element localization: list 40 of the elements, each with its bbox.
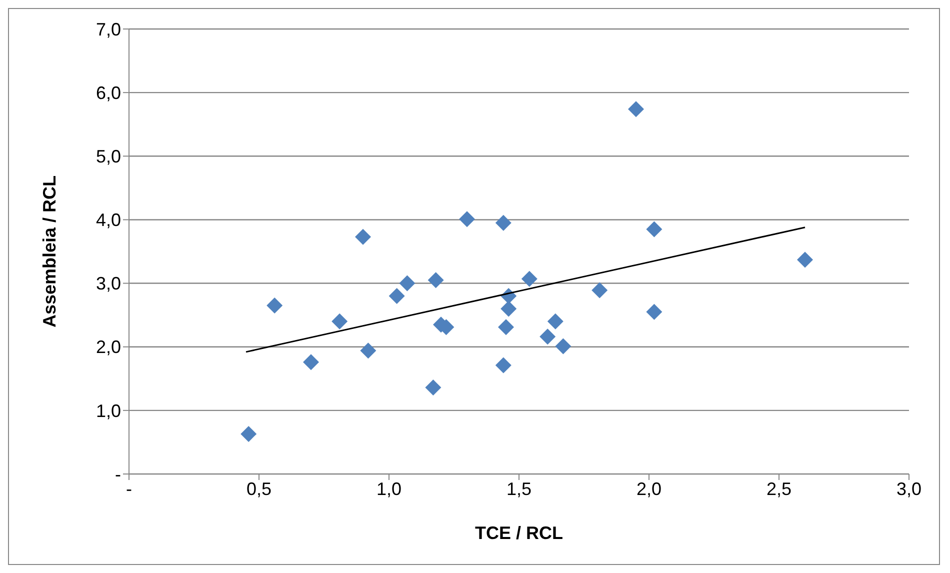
y-tick-label: - <box>115 464 121 484</box>
x-tick-label: 1,5 <box>506 478 532 499</box>
y-tick-label: 5,0 <box>96 146 121 167</box>
x-tick-label: 2,5 <box>766 478 792 499</box>
point <box>388 288 405 304</box>
point <box>428 272 444 288</box>
x-axis-title: TCE / RCL <box>475 523 563 543</box>
y-tick-label: 2,0 <box>96 337 121 358</box>
point <box>266 298 283 314</box>
x-tick-label: 1,0 <box>376 478 402 499</box>
point <box>797 252 813 268</box>
point <box>495 357 512 374</box>
point <box>332 313 348 330</box>
point <box>521 270 538 287</box>
x-tick-label: 3,0 <box>896 478 922 499</box>
point <box>360 342 376 359</box>
y-tick-label: 6,0 <box>96 82 121 103</box>
point <box>303 354 319 370</box>
x-tick-label: 2,0 <box>636 478 662 499</box>
point <box>646 304 662 320</box>
point <box>355 228 371 245</box>
point <box>592 282 608 298</box>
y-axis-title: Assembleia / RCL <box>39 175 60 328</box>
y-tick-label: 3,0 <box>96 274 121 294</box>
y-tick-label: 7,0 <box>96 19 121 40</box>
point <box>425 380 442 396</box>
point <box>498 319 514 336</box>
point <box>240 426 257 442</box>
point <box>646 221 662 238</box>
point <box>555 338 572 354</box>
point <box>495 214 512 231</box>
point <box>399 275 416 292</box>
y-tick-label: 1,0 <box>96 400 121 421</box>
x-tick-label: 0,5 <box>246 478 272 499</box>
point <box>500 300 517 317</box>
point <box>547 313 564 330</box>
point <box>459 211 475 228</box>
y-tick-label: 4,0 <box>96 210 121 230</box>
point <box>540 328 556 345</box>
point <box>628 101 644 118</box>
